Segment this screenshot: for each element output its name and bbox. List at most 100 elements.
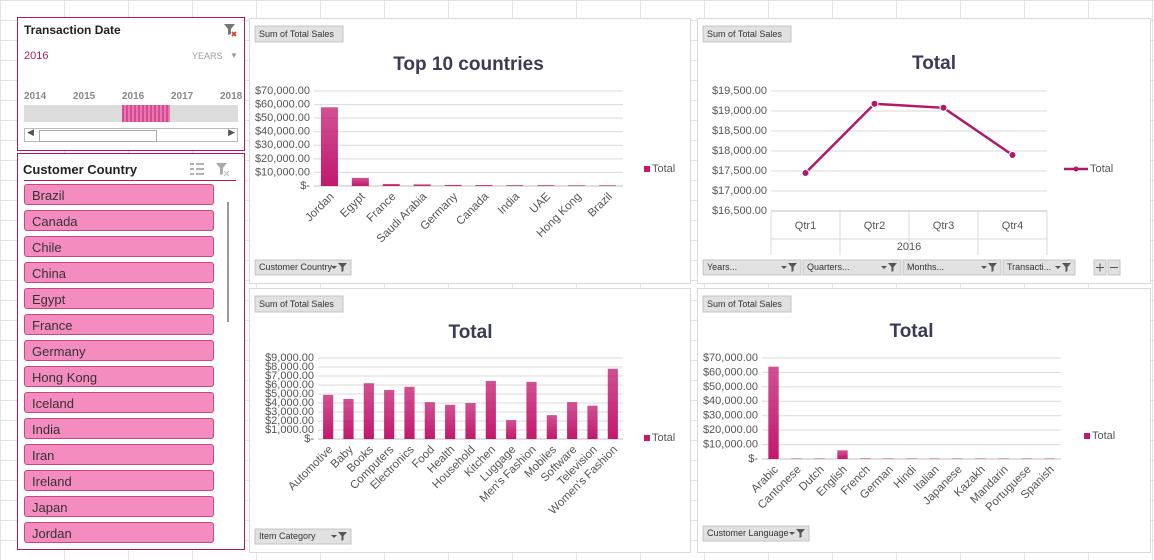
field-button-label: Sum of Total Sales — [259, 29, 334, 39]
field-button[interactable] — [702, 295, 792, 313]
y-tick-label: $- — [748, 453, 758, 465]
country-slicer: Customer Country Brazil Canada Chile China E… — [17, 153, 245, 550]
y-tick-label: $50,000.00 — [703, 381, 758, 393]
bar — [599, 185, 617, 186]
filter-button[interactable] — [902, 259, 1002, 276]
slicer-item[interactable]: Jordan — [24, 522, 214, 543]
timeline-year: 2016 — [122, 91, 145, 102]
slicer-item[interactable]: Hong Kong — [24, 366, 214, 387]
y-tick-label: $20,000.00 — [255, 153, 310, 165]
slicer-item[interactable]: France — [24, 314, 214, 335]
x-tick-label: Canada — [454, 190, 491, 227]
slicer-icons[interactable] — [188, 160, 232, 178]
slicer-item[interactable]: Egypt — [24, 288, 214, 309]
timeline-selected-period[interactable] — [122, 105, 170, 122]
slicer-scrollbar[interactable] — [227, 202, 229, 322]
filter-button[interactable] — [702, 525, 810, 542]
bar — [444, 184, 462, 186]
x-tick-label: Qtr1 — [795, 220, 816, 232]
slicer-item[interactable]: Canada — [24, 210, 214, 231]
bar — [465, 403, 476, 439]
filter-icon — [781, 263, 797, 272]
y-tick-label: $20,000.00 — [703, 424, 758, 436]
filter-icon — [331, 263, 347, 272]
bar — [445, 404, 456, 439]
legend-marker — [1073, 166, 1079, 172]
timeline-scrollbar[interactable]: ◀ ▶ — [24, 127, 238, 142]
filter-button[interactable] — [702, 259, 802, 276]
filter-button-label: Transacti... — [1007, 262, 1051, 272]
y-tick-label: $18,500.00 — [712, 125, 767, 137]
y-tick-label: $17,500.00 — [712, 165, 767, 177]
field-button-label: Sum of Total Sales — [259, 299, 334, 309]
timeline-selection: 2016 — [24, 50, 49, 62]
x-tick-label: Qtr4 — [1002, 220, 1023, 232]
chart: Sum of Total Sales Total $16,500.00 $17,000… — [702, 25, 1121, 276]
bar — [587, 405, 598, 439]
bar — [526, 381, 537, 439]
filter-button-label: Quarters... — [807, 262, 850, 272]
filter-button[interactable] — [254, 259, 352, 276]
marker — [870, 99, 879, 108]
slicer-item[interactable]: Ireland — [24, 470, 214, 491]
field-button[interactable] — [254, 295, 344, 313]
bar — [413, 184, 431, 186]
timeline-year: 2018 — [220, 91, 243, 102]
bar — [567, 402, 578, 439]
y-tick-label: $60,000.00 — [255, 98, 310, 110]
filter-icon — [981, 263, 997, 272]
slicer-item[interactable]: Brazil — [24, 184, 214, 205]
filter-button[interactable] — [1002, 259, 1076, 276]
slicer-divider — [24, 180, 236, 181]
timeline-title: Transaction Date — [24, 23, 121, 37]
slicer-title: Customer Country — [23, 162, 138, 177]
y-tick-label: $40,000.00 — [703, 395, 758, 407]
bar — [320, 107, 338, 186]
slicer-item[interactable]: Germany — [24, 340, 214, 361]
y-tick-label: $50,000.00 — [255, 112, 310, 124]
chart-title: Total — [449, 322, 493, 343]
y-tick-label: $18,000.00 — [712, 145, 767, 157]
legend-label: Total — [652, 163, 675, 175]
bar — [404, 386, 415, 439]
timeline-slicer: Transaction Date 2016 YEARS ▼ 2014 2015 20… — [17, 17, 245, 151]
timeline-year: 2015 — [73, 91, 96, 102]
x-tick-label: Jordan — [303, 191, 336, 224]
slicer-item[interactable]: Iran — [24, 444, 214, 465]
filter-button[interactable] — [254, 528, 352, 545]
legend-label: Total — [652, 432, 675, 444]
filter-button[interactable] — [802, 259, 902, 276]
legend-label: Total — [1090, 163, 1113, 175]
field-button-label: Sum of Total Sales — [707, 299, 782, 309]
level-arrow[interactable]: ▼ — [230, 51, 238, 60]
y-tick-label: $10,000.00 — [703, 438, 758, 450]
timeline-level[interactable]: YEARS — [192, 51, 223, 61]
field-button[interactable] — [702, 25, 792, 43]
slicer-item[interactable]: India — [24, 418, 214, 439]
y-tick-label: $30,000.00 — [703, 410, 758, 422]
bar — [475, 185, 493, 186]
bar — [506, 420, 517, 439]
y-tick-label: $5,000.00 — [265, 388, 314, 400]
y-tick-label: $16,500.00 — [712, 205, 767, 217]
slicer-item[interactable]: China — [24, 262, 214, 283]
filter-icon — [789, 529, 805, 538]
marker — [939, 103, 948, 112]
y-tick-label: $8,000.00 — [265, 361, 314, 373]
x-tick-label: Brazil — [586, 191, 615, 220]
clear-filter-icon[interactable] — [222, 22, 238, 38]
field-button[interactable] — [254, 25, 344, 43]
bar — [506, 185, 524, 186]
filter-icon — [1055, 263, 1071, 272]
slicer-item[interactable]: Chile — [24, 236, 214, 257]
slicer-item[interactable]: Japan — [24, 496, 214, 517]
y-tick-label: $30,000.00 — [255, 139, 310, 151]
bar — [537, 185, 555, 186]
filter-button-label: Customer Language — [707, 528, 789, 538]
y-tick-label: $6,000.00 — [265, 379, 314, 391]
chart-panel: Sum of Total Sales Total $- $10,000.00 $20,0… — [697, 288, 1151, 553]
slicer-item[interactable]: Iceland — [24, 392, 214, 413]
chart-panel: Sum of Total Sales Top 10 countries $- $10,… — [249, 18, 691, 284]
bar — [546, 415, 557, 439]
